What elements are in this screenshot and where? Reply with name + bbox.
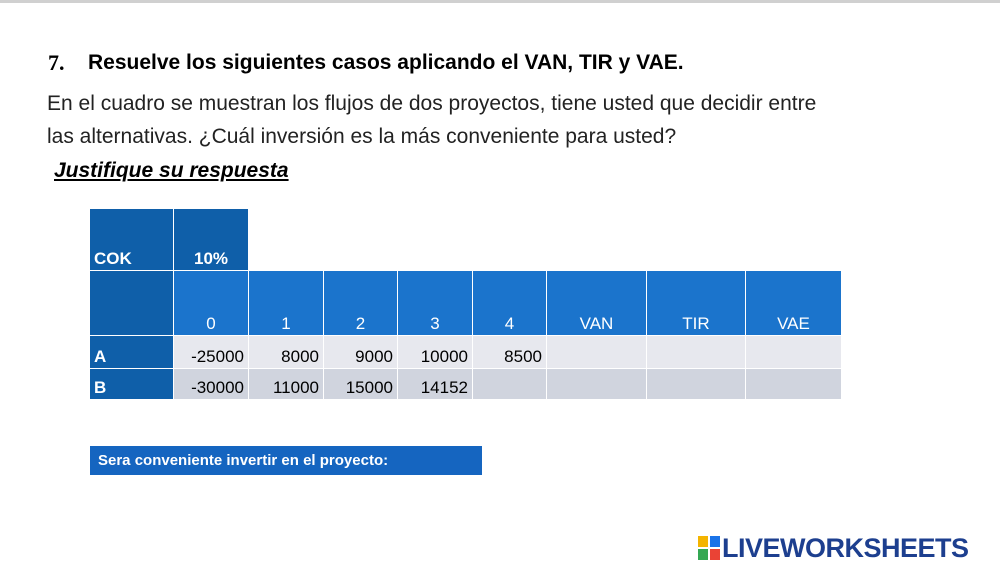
row-label: A	[90, 336, 173, 368]
paragraph-line: las alternativas. ¿Cuál inversión es la …	[47, 125, 677, 148]
cok-value: 10%	[174, 209, 248, 270]
header-corner	[90, 271, 173, 335]
cash-flow: 11000	[249, 369, 323, 399]
column-header: TIR	[647, 271, 745, 335]
paragraph-line: En el cuadro se muestran los flujos de d…	[47, 92, 817, 115]
cash-flow: 8500	[473, 336, 546, 368]
cash-flow: 8000	[249, 336, 323, 368]
column-header: 2	[324, 271, 397, 335]
empty-cell	[746, 336, 841, 368]
cash-flow: 15000	[324, 369, 397, 399]
cash-flow: 9000	[324, 336, 397, 368]
column-header: 0	[174, 271, 248, 335]
empty-cell	[547, 336, 646, 368]
empty-cell	[647, 336, 745, 368]
instruction: Justifique su respuesta	[54, 159, 289, 182]
cash-flow: 14152	[398, 369, 472, 399]
empty-cell	[473, 369, 546, 399]
cash-flow: -25000	[174, 336, 248, 368]
column-header: VAN	[547, 271, 646, 335]
cash-flow: -30000	[174, 369, 248, 399]
heading-text: Resuelve los siguientes casos aplicando …	[88, 51, 684, 74]
cok-label: COK	[90, 209, 173, 270]
brand: LIVEWORKSHEETS	[722, 533, 969, 563]
answer-bar: Sera conveniente invertir en el proyecto…	[90, 446, 482, 475]
column-header: VAE	[746, 271, 841, 335]
heading-number: 7.	[48, 50, 65, 75]
cash-flow: 10000	[398, 336, 472, 368]
brand-icon	[698, 536, 720, 560]
column-header: 4	[473, 271, 546, 335]
column-header: 3	[398, 271, 472, 335]
empty-cell	[746, 369, 841, 399]
column-header: 1	[249, 271, 323, 335]
row-label: B	[90, 369, 173, 399]
empty-cell	[647, 369, 745, 399]
empty-cell	[547, 369, 646, 399]
